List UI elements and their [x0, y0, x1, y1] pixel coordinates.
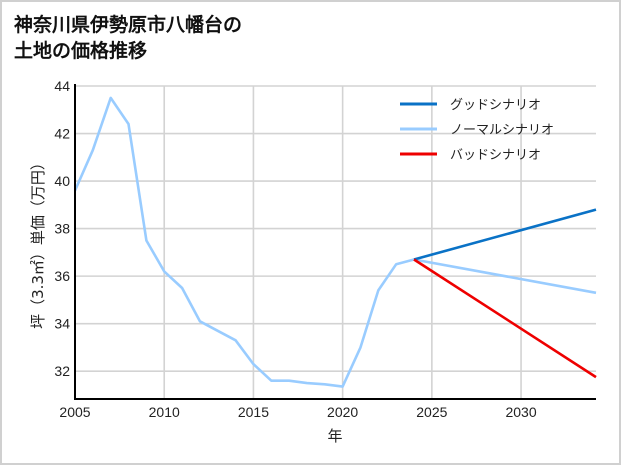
y-tick-label: 34: [54, 316, 70, 332]
series-line: [413, 208, 597, 261]
legend-label: バッドシナリオ: [450, 148, 541, 163]
chart-title-line-2: 土地の価格推移: [14, 40, 148, 62]
y-axis-ticks: 32 34 36 38 40 42 44: [54, 78, 70, 379]
x-tick-label: 2015: [238, 404, 269, 420]
grid-lines: [74, 85, 596, 399]
x-axis-ticks: 2005 2010 2015 2020 2025 2030: [59, 404, 536, 420]
series-line: [413, 258, 597, 295]
x-axis-label: 年: [327, 427, 342, 445]
series-line: [73, 96, 415, 388]
y-tick-label: 40: [54, 173, 70, 189]
x-tick-label: 2020: [327, 404, 358, 420]
legend-label: グッドシナリオ: [450, 98, 541, 113]
y-tick-label: 38: [54, 221, 70, 237]
y-tick-label: 36: [54, 268, 70, 284]
y-tick-label: 42: [54, 126, 70, 142]
y-tick-label: 44: [54, 78, 70, 94]
x-tick-label: 2010: [149, 404, 180, 420]
y-tick-label: 32: [54, 363, 70, 379]
axes: [74, 84, 596, 400]
legend-label: ノーマルシナリオ: [450, 123, 554, 138]
series-line: [413, 258, 597, 379]
x-tick-label: 2025: [416, 404, 447, 420]
x-tick-label: 2005: [59, 404, 90, 420]
chart-title: 神奈川県伊勢原市八幡台の 土地の価格推移: [14, 12, 242, 64]
data-lines: [73, 96, 597, 388]
y-axis-label: 坪（3.3㎡）単価（万円）: [29, 155, 47, 329]
chart-title-line-1: 神奈川県伊勢原市八幡台の: [14, 14, 243, 36]
x-tick-label: 2030: [505, 404, 536, 420]
